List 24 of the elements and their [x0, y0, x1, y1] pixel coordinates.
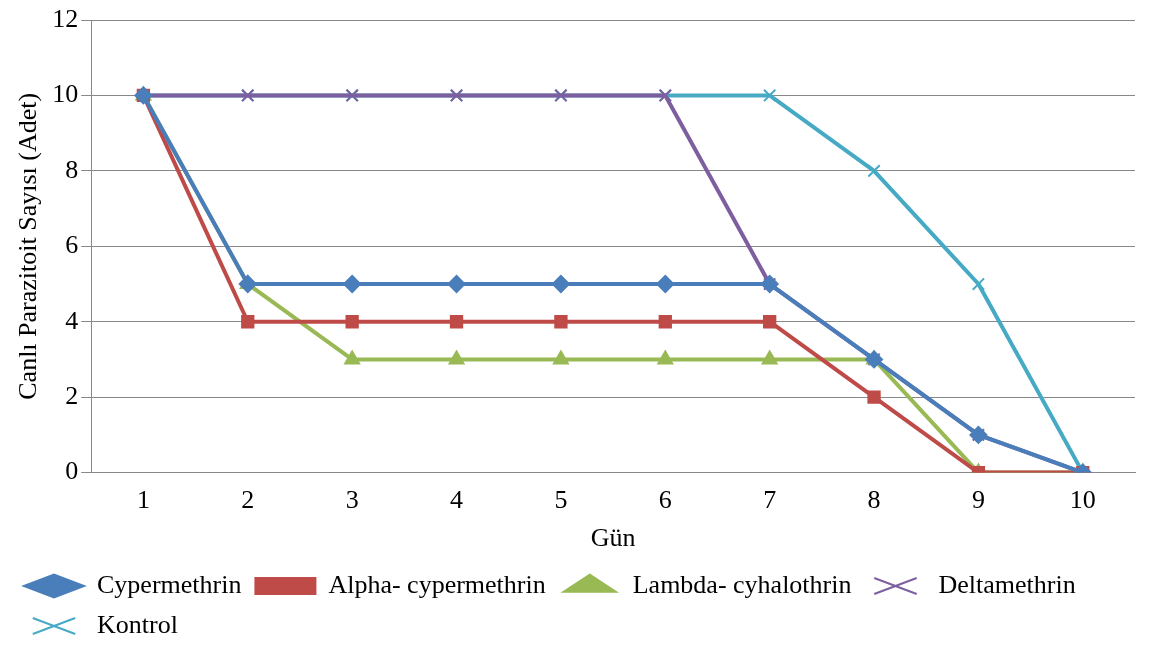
- y-tick-label: 6: [65, 230, 79, 260]
- y-tick-label: 10: [52, 79, 79, 109]
- y-tick-label: 12: [52, 3, 79, 33]
- legend-label: Kontrol: [97, 609, 178, 639]
- y-tick-label: 4: [65, 305, 79, 335]
- x-tick-label: 8: [867, 485, 881, 515]
- y-tick-label: 8: [65, 154, 79, 184]
- x-tick-label: 10: [1069, 485, 1096, 515]
- x-tick-label: 5: [554, 485, 568, 515]
- x-tick-label: 9: [971, 485, 985, 515]
- y-axis-title: Canlı Parazitoit Sayısı (Adet): [13, 92, 43, 400]
- y-tick-label: 0: [65, 456, 79, 486]
- x-tick-label: 3: [345, 485, 359, 515]
- x-tick-label: 4: [450, 485, 464, 515]
- x-tick-label: 6: [658, 485, 672, 515]
- x-tick-label: 1: [136, 485, 150, 515]
- y-tick-label: 2: [65, 380, 79, 410]
- legend-label: Lambda- cyhalothrin: [632, 569, 852, 599]
- legend-label: Deltamethrin: [938, 569, 1076, 599]
- legend-label: Alpha- cypermethrin: [328, 569, 546, 599]
- legend-label: Cypermethrin: [97, 569, 242, 599]
- x-tick-label: 7: [763, 485, 777, 515]
- x-tick-label: 2: [241, 485, 255, 515]
- x-axis-title: Gün: [590, 523, 636, 553]
